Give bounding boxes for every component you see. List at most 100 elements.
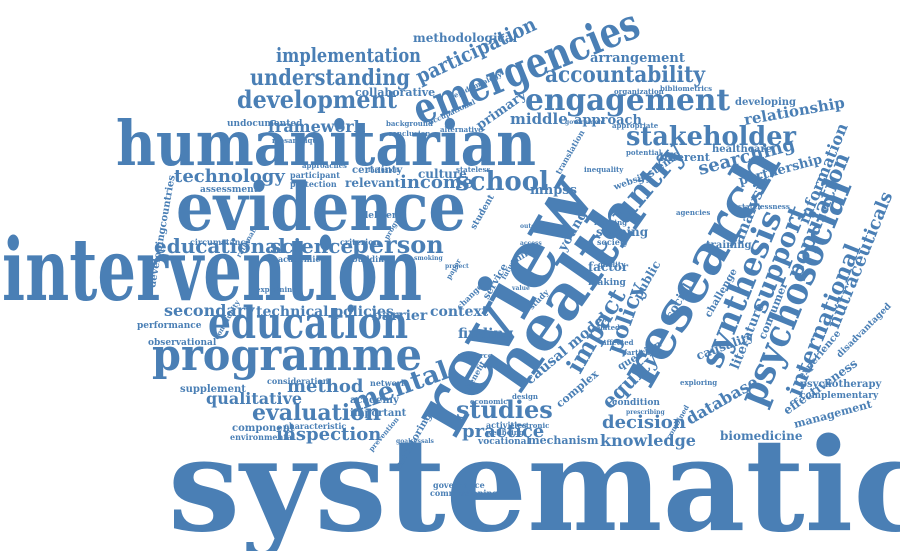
word-certainty: certainty <box>352 165 404 176</box>
word-culture: culture <box>418 167 467 181</box>
word-background: background <box>386 119 433 128</box>
word-engagement: engagement <box>525 83 730 118</box>
word-agencies: agencies <box>676 208 710 217</box>
word-decision: decision <box>602 412 686 433</box>
word-society: society <box>597 237 629 247</box>
word-mhpss: mhpss <box>530 183 577 198</box>
word-characteristic: characteristic <box>284 421 346 431</box>
word-understanding: understanding <box>250 65 410 91</box>
word-approaches: approaches <box>302 161 347 170</box>
word-supplement: supplement <box>180 384 246 395</box>
word-relevant: relevant <box>345 176 401 190</box>
word-complementary: complementary <box>800 391 879 401</box>
word-studies: studies <box>456 395 553 424</box>
word-secondary: secondary <box>164 301 255 320</box>
word-explaining: explaining <box>256 285 297 294</box>
word-academic: academic <box>278 254 320 264</box>
word-affected: affected <box>602 338 634 347</box>
word-organization: organization <box>614 87 664 96</box>
word-project: project <box>445 263 469 270</box>
word-vocational: vocational <box>477 437 530 447</box>
word-programme: programme <box>152 330 422 381</box>
word-training: training <box>706 240 752 251</box>
word-participant: participant <box>290 170 340 180</box>
word-inclusion: inclusion <box>368 167 400 174</box>
word-observational: observational <box>148 338 217 348</box>
word-mosambique: mosambique <box>272 136 322 145</box>
word-academy: academy <box>350 395 400 406</box>
word-science: science <box>270 234 353 258</box>
word-condition: condition <box>612 398 660 408</box>
word-outcome: outcome <box>520 223 549 230</box>
word-criterion: criterion <box>340 237 380 247</box>
word-important: important <box>350 408 407 419</box>
word-intervention: intervention <box>2 220 422 321</box>
word-making: making <box>588 278 627 288</box>
word-development: development <box>237 85 397 114</box>
word-circumstance: circumstance <box>190 237 250 247</box>
word-technology: technology <box>174 166 285 187</box>
word-delivery: delivery <box>362 211 403 221</box>
word-stakeholder: stakeholder <box>626 122 796 152</box>
word-smoking: smoking <box>414 255 444 262</box>
word-school: school <box>455 167 549 197</box>
word-quality: quality <box>598 260 626 269</box>
word-value: value <box>511 285 530 292</box>
word-different: different <box>656 151 711 164</box>
word-implementation: implementation <box>276 43 421 67</box>
word-biomedicine: biomedicine <box>720 429 803 443</box>
word-method: method <box>287 376 364 397</box>
word-barrier: barrier <box>372 308 428 324</box>
word-factor: factor <box>588 260 629 274</box>
word-component: component <box>232 423 295 434</box>
word-inequality: inequality <box>584 165 624 174</box>
word-evaluation: evaluation <box>252 400 381 426</box>
word-statelessness: statelessness <box>738 202 790 211</box>
word-mechanism: mechanism <box>528 434 599 447</box>
word-stateless: stateless <box>456 165 490 174</box>
word-education: education <box>208 298 408 349</box>
word-technical-policies: technical policies <box>256 304 394 320</box>
word-consideration: consideration <box>267 376 329 386</box>
word-practice: practice <box>462 421 544 442</box>
word-collaborative: collaborative <box>355 86 435 99</box>
word-framework: framework <box>268 117 366 136</box>
word-finding: finding <box>458 326 514 342</box>
word-psychotherapy: psychotherapy <box>800 379 882 390</box>
word-translation: translation <box>553 128 587 176</box>
word-context: context <box>430 304 489 320</box>
word-appropriate: appropriate <box>612 121 659 130</box>
word-commissioning: commissioning <box>430 488 498 498</box>
word-healthcare: healthcare <box>712 144 772 155</box>
word-economic: economic <box>470 397 507 406</box>
word-governance: governance <box>433 480 485 490</box>
word-humanitarian: humanitarian <box>116 107 536 180</box>
word-wellbeing: wellbeing <box>485 428 524 437</box>
word-educational: educational <box>154 234 286 258</box>
word-alternative: alternative <box>440 125 483 134</box>
word-developing: developing <box>735 97 796 108</box>
word-undocumented: undocumented <box>227 119 303 129</box>
word-accountability: accountability <box>545 62 706 88</box>
word-scoping: scoping <box>596 225 649 239</box>
word-access: access <box>520 240 542 247</box>
word-inspection: inspection <box>276 424 381 445</box>
word-resource: resource <box>458 351 493 360</box>
word-particular: particular <box>622 348 662 357</box>
word-approach: approach <box>574 113 642 128</box>
word-performance: performance <box>137 321 202 331</box>
word-activities: activities <box>486 420 527 430</box>
word-network: network <box>370 378 407 388</box>
word-evidence: evidence <box>176 168 466 246</box>
word-related: related <box>592 323 620 332</box>
word-income: income <box>400 172 473 193</box>
word-arrangement: arrangement <box>590 51 685 66</box>
word-bibliometrics: bibliometrics <box>660 84 712 93</box>
word-protection: protection <box>290 179 337 189</box>
word-government: government <box>565 119 606 126</box>
word-qualitative: qualitative <box>206 389 302 408</box>
word-environmental: environmental <box>230 432 295 442</box>
word-knowledge: knowledge <box>600 431 696 450</box>
word-assessment: assessment <box>200 185 259 195</box>
